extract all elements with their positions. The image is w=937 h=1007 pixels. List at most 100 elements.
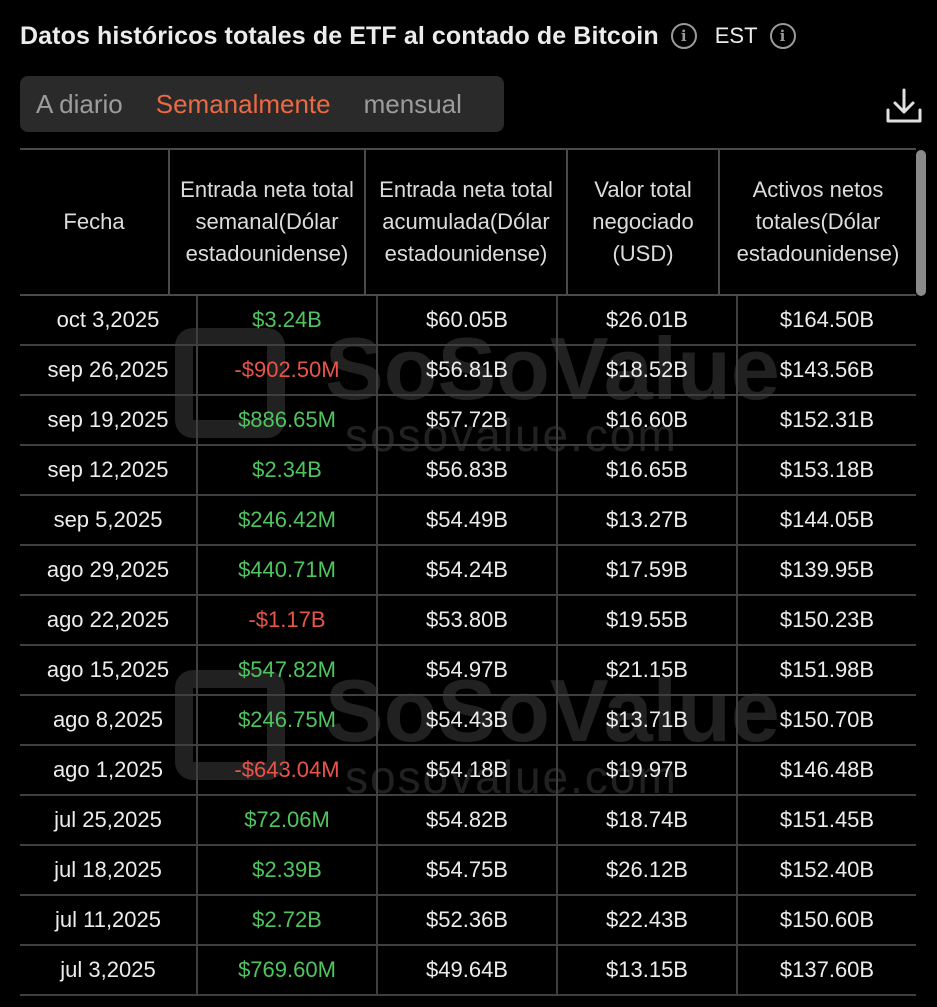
column-header-net-assets[interactable]: Activos netos totales(Dólar estadouniden… [736, 177, 900, 266]
value-traded-cell: $26.01B [558, 296, 738, 344]
tab-daily[interactable]: A diario [36, 88, 123, 119]
weekly-inflow-cell: $886.65M [198, 396, 378, 444]
cumulative-inflow-cell: $54.75B [378, 846, 558, 894]
column-header-date[interactable]: Fecha [20, 150, 170, 294]
table-row: jul 18,2025 $2.39B $54.75B $26.12B $152.40B [20, 846, 916, 896]
etf-history-table: Fecha Entrada neta total semanal(Dólar e… [20, 148, 916, 996]
cumulative-inflow-cell: $57.72B [378, 396, 558, 444]
table-row: ago 8,2025 $246.75M $54.43B $13.71B $150.70B [20, 696, 916, 746]
weekly-inflow-cell: $2.72B [198, 896, 378, 944]
table-row: ago 15,2025 $547.82M $54.97B $21.15B $151.98… [20, 646, 916, 696]
value-traded-cell: $16.65B [558, 446, 738, 494]
table-row: oct 3,2025 $3.24B $60.05B $26.01B $164.50B [20, 296, 916, 346]
cumulative-inflow-cell: $54.49B [378, 496, 558, 544]
value-traded-cell: $17.59B [558, 546, 738, 594]
tab-weekly[interactable]: Semanalmente [155, 88, 331, 119]
value-traded-cell: $18.74B [558, 796, 738, 844]
date-cell: sep 5,2025 [20, 496, 198, 544]
cumulative-inflow-cell: $56.83B [378, 446, 558, 494]
value-traded-cell: $26.12B [558, 846, 738, 894]
date-cell: oct 3,2025 [20, 296, 198, 344]
info-icon[interactable]: i [769, 23, 796, 49]
net-assets-cell: $150.70B [779, 707, 875, 732]
weekly-inflow-cell: $2.34B [198, 446, 378, 494]
cumulative-inflow-cell: $53.80B [378, 596, 558, 644]
value-traded-cell: $19.55B [558, 596, 738, 644]
weekly-inflow-cell: -$1.17B [198, 596, 378, 644]
title-row: Datos históricos totales de ETF al conta… [20, 18, 796, 54]
value-traded-cell: $21.15B [558, 646, 738, 694]
value-traded-cell: $18.52B [558, 346, 738, 394]
cumulative-inflow-cell: $54.82B [378, 796, 558, 844]
value-traded-cell: $13.27B [558, 496, 738, 544]
column-header-value-traded[interactable]: Valor total negociado (USD) [568, 150, 720, 294]
date-cell: jul 3,2025 [20, 946, 198, 994]
date-cell: sep 26,2025 [20, 346, 198, 394]
page-title: Datos históricos totales de ETF al conta… [20, 21, 659, 50]
weekly-inflow-cell: $72.06M [198, 796, 378, 844]
table-scrollbar[interactable] [916, 150, 926, 296]
table-row: jul 25,2025 $72.06M $54.82B $18.74B $151.45B [20, 796, 916, 846]
table-row: ago 1,2025 -$643.04M $54.18B $19.97B $146.48… [20, 746, 916, 796]
weekly-inflow-cell: $3.24B [198, 296, 378, 344]
weekly-inflow-cell: $769.60M [198, 946, 378, 994]
net-assets-cell: $152.40B [779, 857, 875, 882]
net-assets-cell: $139.95B [779, 557, 875, 582]
value-traded-cell: $16.60B [558, 396, 738, 444]
cumulative-inflow-cell: $60.05B [378, 296, 558, 344]
cumulative-inflow-cell: $52.36B [378, 896, 558, 944]
date-cell: jul 11,2025 [20, 896, 198, 944]
net-assets-cell: $151.98B [779, 657, 875, 682]
date-cell: jul 18,2025 [20, 846, 198, 894]
table-row: sep 19,2025 $886.65M $57.72B $16.60B $152.31… [20, 396, 916, 446]
date-cell: jul 25,2025 [20, 796, 198, 844]
date-cell: ago 8,2025 [20, 696, 198, 744]
cumulative-inflow-cell: $49.64B [378, 946, 558, 994]
cumulative-inflow-cell: $54.18B [378, 746, 558, 794]
table-row: jul 11,2025 $2.72B $52.36B $22.43B $150.60B [20, 896, 916, 946]
column-header-weekly-inflow[interactable]: Entrada neta total semanal(Dólar estadou… [170, 150, 366, 294]
date-cell: ago 1,2025 [20, 746, 198, 794]
table-row: sep 26,2025 -$902.50M $56.81B $18.52B $143.5… [20, 346, 916, 396]
weekly-inflow-cell: $547.82M [198, 646, 378, 694]
net-assets-cell: $164.50B [779, 307, 875, 332]
weekly-inflow-cell: -$902.50M [198, 346, 378, 394]
net-assets-cell: $137.60B [779, 957, 875, 982]
table-row: sep 12,2025 $2.34B $56.83B $16.65B $153.18B [20, 446, 916, 496]
date-cell: ago 15,2025 [20, 646, 198, 694]
value-traded-cell: $22.43B [558, 896, 738, 944]
column-header-cumulative-inflow[interactable]: Entrada neta total acumulada(Dólar estad… [366, 150, 568, 294]
weekly-inflow-cell: $246.42M [198, 496, 378, 544]
net-assets-cell: $150.60B [779, 907, 875, 932]
weekly-inflow-cell: $2.39B [198, 846, 378, 894]
table-row: ago 29,2025 $440.71M $54.24B $17.59B $139.95… [20, 546, 916, 596]
cumulative-inflow-cell: $54.24B [378, 546, 558, 594]
table-row: sep 5,2025 $246.42M $54.49B $13.27B $144.05B [20, 496, 916, 546]
net-assets-cell: $150.23B [779, 607, 875, 632]
net-assets-cell: $146.48B [779, 757, 875, 782]
table-row: ago 22,2025 -$1.17B $53.80B $19.55B $150.23B [20, 596, 916, 646]
timezone-label: EST [714, 23, 758, 48]
net-assets-cell: $152.31B [779, 407, 875, 432]
weekly-inflow-cell: $440.71M [198, 546, 378, 594]
cumulative-inflow-cell: $54.43B [378, 696, 558, 744]
net-assets-cell: $151.45B [779, 807, 875, 832]
net-assets-cell: $144.05B [779, 507, 875, 532]
value-traded-cell: $13.15B [558, 946, 738, 994]
tab-monthly[interactable]: mensual [363, 88, 462, 119]
table-body: oct 3,2025 $3.24B $60.05B $26.01B $164.50B se… [20, 296, 916, 996]
download-icon[interactable] [884, 86, 924, 126]
table-header: Fecha Entrada neta total semanal(Dólar e… [20, 148, 916, 296]
table-row: jul 3,2025 $769.60M $49.64B $13.15B $137.60B [20, 946, 916, 996]
date-cell: ago 29,2025 [20, 546, 198, 594]
weekly-inflow-cell: -$643.04M [198, 746, 378, 794]
info-icon[interactable]: i [670, 23, 697, 49]
date-cell: sep 19,2025 [20, 396, 198, 444]
value-traded-cell: $13.71B [558, 696, 738, 744]
net-assets-cell: $153.18B [779, 457, 875, 482]
date-cell: sep 12,2025 [20, 446, 198, 494]
weekly-inflow-cell: $246.75M [198, 696, 378, 744]
cumulative-inflow-cell: $54.97B [378, 646, 558, 694]
date-cell: ago 22,2025 [20, 596, 198, 644]
cumulative-inflow-cell: $56.81B [378, 346, 558, 394]
